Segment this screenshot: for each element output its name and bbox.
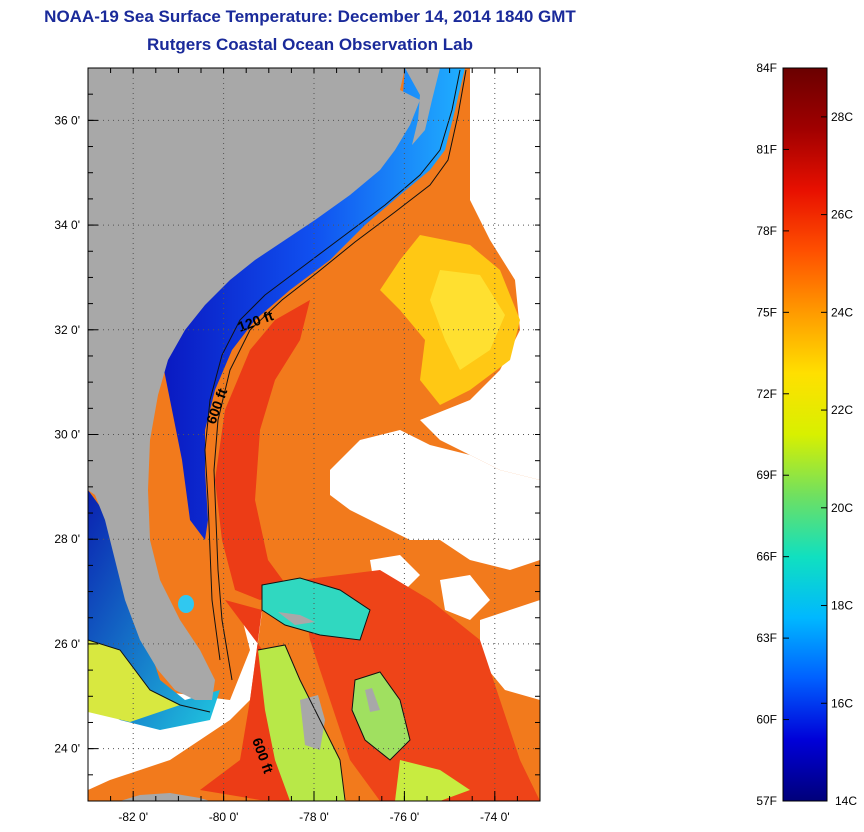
x-tick-label: -76 0': [390, 810, 420, 824]
land-cuba: [120, 793, 210, 801]
lat-lon-grid: [88, 68, 540, 801]
y-tick-label: 24 0': [54, 742, 80, 756]
water-light-yellow: [430, 270, 505, 370]
colorbar-f-label: 63F: [756, 631, 777, 645]
colorbar-f-label: 69F: [756, 468, 777, 482]
axis-ticks: [87, 67, 541, 802]
gulf-shelf-yellow: [88, 640, 180, 722]
chart-title: NOAA-19 Sea Surface Temperature: Decembe…: [44, 7, 576, 26]
colorbar-c-label: 16C: [831, 696, 853, 710]
colorbar-f-label: 57F: [756, 794, 777, 808]
contour-bahamas: [261, 577, 371, 641]
y-tick-label: 36 0': [54, 113, 80, 127]
x-tick-label: -82 0': [118, 810, 148, 824]
contour-120ft: [204, 69, 461, 661]
colorbar-f-label: 60F: [756, 713, 777, 727]
contour-great-bank: [257, 644, 411, 801]
colorbar-f-label: 78F: [756, 224, 777, 238]
island-eleuthera: [365, 688, 380, 712]
colorbar-f-label: 66F: [756, 550, 777, 564]
colorbar-c-label: 26C: [831, 208, 853, 222]
colorbar-f-label: 84F: [756, 61, 777, 75]
x-tick-label: -80 0': [209, 810, 239, 824]
chart-subtitle: Rutgers Coastal Ocean Observation Lab: [147, 35, 473, 54]
colorbar-f-label: 75F: [756, 305, 777, 319]
y-tick-label: 34 0': [54, 218, 80, 232]
bahama-bank-north: [262, 578, 370, 640]
colorbar-f-label: 81F: [756, 142, 777, 156]
colorbar-f-label: 72F: [756, 387, 777, 401]
land-us-southeast: [88, 68, 420, 700]
y-tick-label: 28 0': [54, 532, 80, 546]
y-tick-label: 30 0': [54, 428, 80, 442]
contour-600ft: [213, 69, 467, 681]
x-tick-label: -74 0': [480, 810, 510, 824]
colorbar-gradient: [782, 67, 828, 802]
colorbar-c-label: 20C: [831, 501, 853, 515]
colorbar-c-label: 18C: [831, 599, 853, 613]
colorbar-c-label: 28C: [831, 110, 853, 124]
colorbar-labels: 84F 81F 78F 75F 72F 69F 66F 63F 60F 57F 28C 26C 24C 2…: [756, 61, 857, 808]
colorbar-c-label: 24C: [831, 305, 853, 319]
island-andros: [300, 695, 325, 750]
lake-okeechobee: [178, 595, 194, 613]
colorbar-c-label: 22C: [831, 403, 853, 417]
colorbar-ticks: [783, 67, 827, 802]
land-cape-hatteras: [405, 68, 440, 145]
island-grand-bahama: [278, 612, 315, 625]
axis-tick-labels: -82 0' -80 0' -78 0' -76 0' -74 0' 36 0' 34 0'…: [54, 113, 509, 824]
gulf-stream: [215, 300, 310, 600]
y-tick-label: 26 0': [54, 637, 80, 651]
y-tick-label: 32 0': [54, 323, 80, 337]
bahama-bank-great: [258, 645, 345, 801]
contour-gulf: [88, 639, 211, 713]
cloud-area-northeast: [420, 68, 540, 480]
bahama-bank-south: [395, 760, 470, 801]
colorbar-c-label: 14C: [835, 794, 857, 808]
shelf-cold-water: [160, 68, 465, 540]
cloud-area-east: [330, 430, 540, 570]
x-tick-label: -78 0': [299, 810, 329, 824]
